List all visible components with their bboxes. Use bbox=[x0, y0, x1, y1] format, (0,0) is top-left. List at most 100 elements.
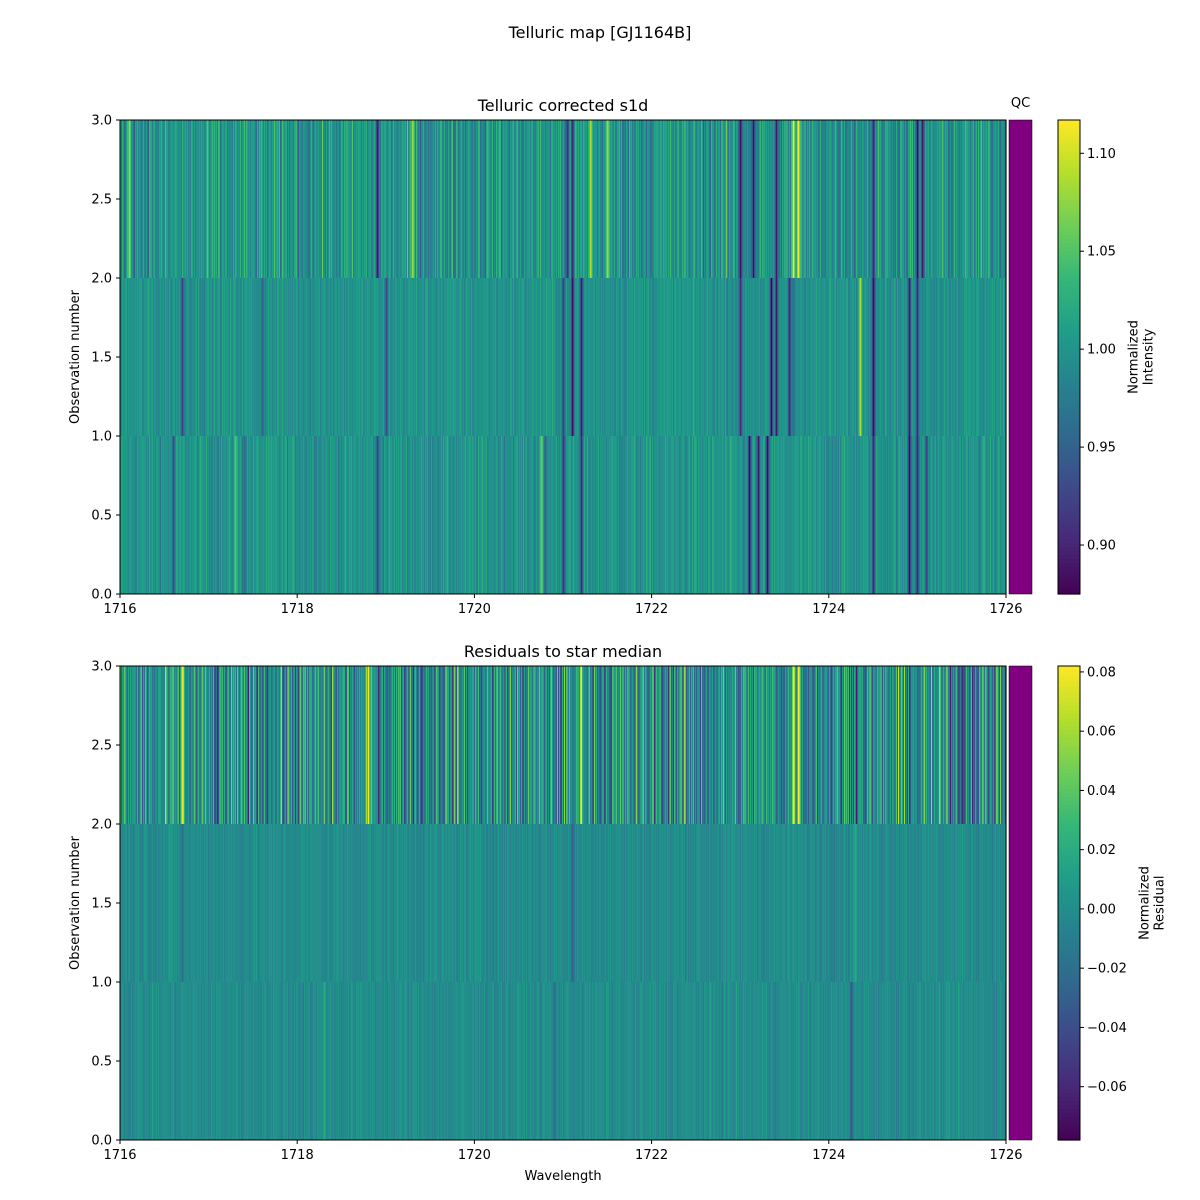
heatmap-cell bbox=[770, 120, 772, 278]
heatmap-cell bbox=[837, 436, 839, 594]
heatmap-cell bbox=[765, 982, 767, 1140]
heatmap-cell bbox=[483, 824, 485, 982]
heatmap-cell bbox=[370, 666, 372, 824]
heatmap-cell bbox=[551, 982, 553, 1140]
heatmap-cell bbox=[169, 824, 171, 982]
heatmap-cell bbox=[753, 278, 755, 436]
heatmap-cell bbox=[555, 824, 557, 982]
heatmap-cell bbox=[826, 982, 828, 1140]
heatmap-cell bbox=[455, 436, 457, 594]
heatmap-cell bbox=[562, 278, 564, 436]
heatmap-cell bbox=[468, 120, 470, 278]
heatmap-cell bbox=[525, 982, 527, 1140]
heatmap-cell bbox=[749, 120, 751, 278]
heatmap-cell bbox=[487, 666, 489, 824]
heatmap-cell bbox=[214, 436, 216, 594]
heatmap-cell bbox=[490, 278, 492, 436]
heatmap-cell bbox=[479, 982, 481, 1140]
heatmap-cell bbox=[821, 436, 823, 594]
heatmap-cell bbox=[409, 436, 411, 594]
heatmap-cell bbox=[259, 436, 261, 594]
heatmap-cell bbox=[977, 120, 979, 278]
heatmap-cell bbox=[792, 436, 794, 594]
heatmap-cell bbox=[706, 824, 708, 982]
heatmap-cell bbox=[816, 120, 818, 278]
heatmap-cell bbox=[627, 278, 629, 436]
heatmap-cell bbox=[124, 278, 126, 436]
heatmap-cell bbox=[784, 120, 786, 278]
heatmap-cell bbox=[723, 278, 725, 436]
heatmap-cell bbox=[858, 278, 860, 436]
heatmap-cell bbox=[900, 982, 902, 1140]
heatmap-cell bbox=[363, 120, 365, 278]
heatmap-cell bbox=[763, 824, 765, 982]
heatmap-cell bbox=[720, 120, 722, 278]
heatmap-cell bbox=[487, 120, 489, 278]
heatmap-cell bbox=[486, 666, 488, 824]
heatmap-cell bbox=[717, 982, 719, 1140]
heatmap-cell bbox=[909, 824, 911, 982]
heatmap-cell bbox=[317, 278, 319, 436]
heatmap-cell bbox=[679, 120, 681, 278]
heatmap-cell bbox=[628, 278, 630, 436]
heatmap-cell bbox=[564, 278, 566, 436]
heatmap-cell bbox=[879, 436, 881, 594]
heatmap-cell bbox=[455, 120, 457, 278]
heatmap-cell bbox=[486, 120, 488, 278]
heatmap-cell bbox=[754, 982, 756, 1140]
heatmap-cell bbox=[977, 824, 979, 982]
heatmap-cell bbox=[655, 436, 657, 594]
heatmap-cell bbox=[316, 824, 318, 982]
heatmap-cell bbox=[384, 278, 386, 436]
heatmap-cell bbox=[265, 278, 267, 436]
heatmap-cell bbox=[556, 278, 558, 436]
heatmap-cell bbox=[696, 982, 698, 1140]
heatmap-cell bbox=[255, 120, 257, 278]
colorbar-segment bbox=[1058, 202, 1080, 208]
colorbar-segment bbox=[1058, 179, 1080, 184]
heatmap-cell bbox=[479, 666, 481, 824]
heatmap-cell bbox=[631, 278, 633, 436]
heatmap-cell bbox=[562, 824, 564, 982]
heatmap-cell bbox=[915, 824, 917, 982]
heatmap-cell bbox=[131, 278, 133, 436]
heatmap-cell bbox=[589, 278, 591, 436]
heatmap-cell bbox=[145, 120, 147, 278]
heatmap-cell bbox=[250, 436, 252, 594]
heatmap-cell bbox=[912, 120, 914, 278]
heatmap-cell bbox=[311, 120, 313, 278]
heatmap-cell bbox=[478, 824, 480, 982]
heatmap-cell bbox=[729, 278, 731, 436]
heatmap-cell bbox=[541, 824, 543, 982]
heatmap-cell bbox=[126, 982, 128, 1140]
heatmap-cell bbox=[154, 436, 156, 594]
heatmap-cell bbox=[908, 982, 910, 1140]
heatmap-cell bbox=[449, 982, 451, 1140]
heatmap-cell bbox=[149, 436, 151, 594]
heatmap-cell bbox=[515, 982, 517, 1140]
heatmap-cell bbox=[147, 666, 149, 824]
heatmap-cell bbox=[868, 982, 870, 1140]
heatmap-cell bbox=[768, 278, 770, 436]
heatmap-cell bbox=[674, 824, 676, 982]
heatmap-cell bbox=[554, 278, 556, 436]
heatmap-cell bbox=[656, 436, 658, 594]
heatmap-cell bbox=[990, 436, 992, 594]
heatmap-cell bbox=[334, 278, 336, 436]
heatmap-cell bbox=[987, 278, 989, 436]
heatmap-cell bbox=[939, 278, 941, 436]
heatmap-cell bbox=[857, 982, 859, 1140]
heatmap-cell bbox=[916, 278, 918, 436]
heatmap-cell bbox=[509, 120, 511, 278]
heatmap-cell bbox=[659, 120, 661, 278]
heatmap-cell bbox=[689, 982, 691, 1140]
colorbar-segment bbox=[1058, 238, 1080, 244]
heatmap-cell bbox=[258, 436, 260, 594]
heatmap-cell bbox=[380, 120, 382, 278]
heatmap-cell bbox=[982, 982, 984, 1140]
heatmap-cell bbox=[464, 666, 466, 824]
heatmap-cell bbox=[994, 120, 996, 278]
heatmap-cell bbox=[671, 824, 673, 982]
heatmap-cell bbox=[473, 278, 475, 436]
heatmap-cell bbox=[277, 666, 279, 824]
